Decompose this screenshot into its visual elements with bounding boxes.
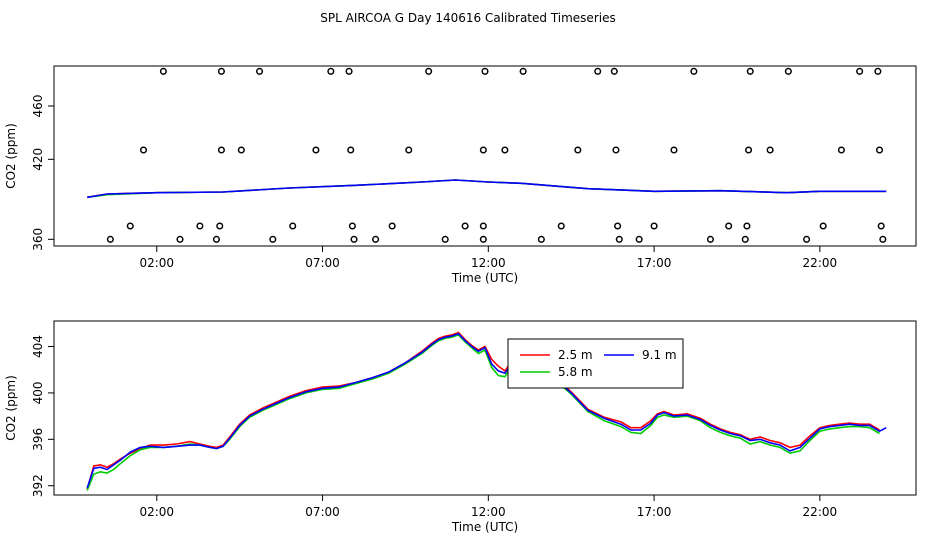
- x-tick-label: 22:00: [803, 505, 838, 519]
- flag-point: [461, 222, 469, 230]
- series-line-9.1m: [86, 332, 887, 489]
- flag-point: [519, 67, 527, 75]
- x-tick-label: 12:00: [471, 256, 506, 270]
- y-axis-label: CO2 (ppm): [4, 375, 18, 441]
- flag-point: [706, 235, 714, 243]
- flag-point: [879, 235, 887, 243]
- flag-point: [745, 146, 753, 154]
- legend: 2.5 m 5.8 m 9.1 m: [507, 338, 684, 389]
- flag-point: [612, 146, 620, 154]
- x-tick-label: 12:00: [471, 505, 506, 519]
- flag-point: [217, 67, 225, 75]
- flag-point: [766, 146, 774, 154]
- y-tick-label: 404: [31, 335, 45, 358]
- flag-point: [537, 235, 545, 243]
- legend-label: 2.5 m: [558, 348, 593, 362]
- series-line-2: [87, 179, 887, 199]
- flag-point: [856, 67, 864, 75]
- flag-point: [875, 146, 884, 154]
- series-line-2.5m: [86, 331, 880, 490]
- flag-point: [327, 67, 335, 75]
- x-tick-label: 22:00: [803, 256, 838, 270]
- flag-point: [347, 146, 355, 154]
- flag-point: [614, 222, 622, 230]
- flag-point: [139, 146, 148, 154]
- y-tick-label: 460: [31, 95, 45, 118]
- x-tick-label: 17:00: [637, 256, 672, 270]
- flag-point: [803, 235, 811, 243]
- flag-point: [481, 67, 489, 75]
- bottom-panel: 02:00 07:00 12:00 17:00 22:00 392 396 400 404 Tim…: [4, 320, 917, 534]
- flag-point: [725, 222, 733, 230]
- x-axis-label: Time (UTC): [451, 520, 518, 534]
- flag-point: [690, 67, 698, 75]
- x-tick-label: 07:00: [305, 505, 340, 519]
- flag-point: [388, 222, 396, 230]
- flag-point: [217, 146, 225, 154]
- flag-point: [312, 146, 320, 154]
- x-tick-label: 02:00: [139, 505, 174, 519]
- flag-point: [615, 235, 623, 243]
- flag-point: [216, 222, 224, 230]
- y-axis-label: CO2 (ppm): [4, 123, 18, 189]
- flag-point: [345, 67, 353, 75]
- flag-point: [650, 222, 658, 230]
- flag-point: [106, 235, 114, 243]
- x-tick-label: 17:00: [637, 505, 672, 519]
- flag-point: [441, 235, 449, 243]
- flag-point: [874, 67, 882, 75]
- flag-point: [837, 146, 845, 154]
- flag-point: [425, 67, 433, 75]
- plot-frame: [53, 320, 917, 496]
- flag-point: [289, 222, 297, 230]
- flag-point: [350, 235, 358, 243]
- y-tick-label: 396: [31, 428, 45, 451]
- x-axis-label: Time (UTC): [451, 271, 518, 285]
- flag-point: [405, 146, 413, 154]
- y-tick-label: 420: [31, 148, 45, 171]
- legend-box: [507, 338, 684, 389]
- y-tick-label: 392: [31, 474, 45, 497]
- y-tick-label: 360: [31, 228, 45, 251]
- y-tick-label: 400: [31, 381, 45, 404]
- flag-point: [479, 222, 487, 230]
- flag-point: [743, 222, 751, 230]
- top-panel: 02:00 07:00 12:00 17:00 22:00 360 420 460 Time (…: [4, 65, 917, 285]
- legend-label: 5.8 m: [558, 365, 593, 379]
- x-tick-label: 02:00: [139, 256, 174, 270]
- flag-point: [237, 146, 245, 154]
- flag-point: [372, 235, 380, 243]
- flag-point: [269, 235, 277, 243]
- x-tick-label: 07:00: [305, 256, 340, 270]
- flag-point: [610, 67, 618, 75]
- flag-point: [501, 146, 509, 154]
- flag-point: [212, 235, 221, 243]
- flag-point: [784, 67, 792, 75]
- flag-point: [741, 235, 749, 243]
- figure-title: SPL AIRCOA G Day 140616 Calibrated Times…: [320, 11, 615, 25]
- flag-point: [479, 235, 487, 243]
- flag-point: [819, 222, 827, 230]
- flag-point: [176, 235, 184, 243]
- flag-point: [126, 222, 134, 230]
- series-line-5.8m: [86, 333, 880, 491]
- flag-point: [256, 67, 264, 75]
- legend-label: 9.1 m: [642, 348, 677, 362]
- flag-point: [877, 222, 885, 230]
- flag-point: [574, 146, 582, 154]
- flag-point: [670, 146, 678, 154]
- flag-point: [635, 235, 643, 243]
- plot-frame: [53, 65, 917, 247]
- flag-point: [557, 222, 565, 230]
- flag-point: [746, 67, 754, 75]
- flag-point: [348, 222, 356, 230]
- flag-point: [159, 67, 167, 75]
- flag-point: [196, 222, 204, 230]
- flag-point: [479, 146, 487, 154]
- flag-point: [594, 67, 602, 75]
